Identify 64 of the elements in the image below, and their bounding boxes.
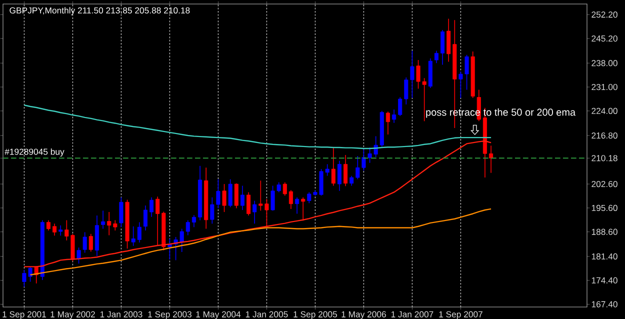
candlestick — [446, 18, 451, 62]
candlestick — [186, 220, 190, 236]
y-tick-label: 174.40 — [592, 277, 618, 284]
candlestick — [301, 196, 306, 221]
candlestick — [119, 196, 124, 228]
x-tick-label: 1 May 2006 — [342, 311, 386, 319]
y-tick-label: 181.40 — [592, 253, 618, 260]
candlestick — [82, 232, 87, 254]
x-tick-label: 1 Jan 2003 — [100, 311, 142, 318]
candlestick — [386, 111, 390, 135]
y-tick-label: 202.60 — [592, 180, 618, 188]
candlestick — [101, 210, 106, 230]
candlestick — [331, 147, 336, 186]
x-tick-label: 1 Sep 2007 — [439, 311, 482, 319]
candlestick — [234, 182, 238, 209]
y-tick-label: 231.00 — [592, 84, 618, 90]
candlestick — [295, 196, 300, 214]
candlestick — [46, 220, 50, 231]
candlestick — [288, 190, 293, 210]
candlestick — [434, 50, 438, 64]
x-tick-label: 1 Jan 2007 — [391, 311, 434, 318]
candlestick — [246, 192, 251, 216]
candlestick — [350, 175, 354, 186]
y-tick-label: 245.20 — [592, 35, 618, 42]
candlestick — [88, 233, 93, 252]
chart-title: GBPJPY,Monthly 211.50 213.85 205.88 210.18 — [10, 7, 190, 16]
candlestick — [168, 238, 172, 260]
y-tick-label: 188.60 — [592, 228, 618, 235]
candlestick — [76, 247, 81, 264]
y-tick-label: 210.18 — [592, 155, 618, 162]
candlestick — [52, 223, 57, 236]
candlestick — [222, 184, 226, 212]
y-tick-label: 224.00 — [592, 108, 618, 114]
candlestick — [344, 154, 348, 186]
candlestick — [150, 196, 154, 218]
x-tick-label: 1 May 2004 — [196, 311, 241, 319]
candlestick — [228, 178, 232, 208]
candlestick — [107, 212, 112, 236]
candlestick — [398, 96, 402, 116]
candlestick — [240, 185, 244, 210]
candlestick — [131, 226, 136, 246]
candlestick — [192, 214, 196, 228]
candlestick — [489, 145, 494, 174]
candlestick — [156, 196, 160, 246]
candlestick — [392, 109, 396, 124]
y-tick-label: 216.80 — [592, 132, 618, 139]
y-tick-label: 238.00 — [592, 60, 618, 66]
candlestick — [440, 30, 445, 66]
candlestick — [58, 224, 63, 236]
x-tick-label: 1 Sep 2005 — [294, 311, 338, 319]
x-tick-label: 1 Sep 2003 — [148, 311, 192, 319]
candlestick — [143, 205, 148, 231]
candlestick — [282, 182, 287, 196]
candlestick — [337, 160, 342, 192]
ref-line-label: #19289045 buy — [4, 148, 64, 157]
y-tick-label: 167.40 — [592, 301, 618, 308]
y-tick-label: 195.60 — [592, 204, 618, 212]
candlestick — [113, 220, 118, 231]
x-tick-label: 1 Jan 2005 — [246, 311, 288, 318]
candlestick — [137, 222, 142, 243]
x-tick-label: 1 Sep 2001 — [2, 311, 46, 319]
candlestick — [252, 200, 257, 224]
y-tick-label: 252.20 — [592, 12, 618, 18]
x-tick-label: 1 May 2002 — [50, 311, 95, 319]
